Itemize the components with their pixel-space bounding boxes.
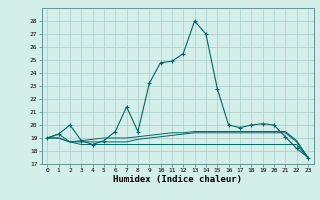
X-axis label: Humidex (Indice chaleur): Humidex (Indice chaleur) xyxy=(113,175,242,184)
